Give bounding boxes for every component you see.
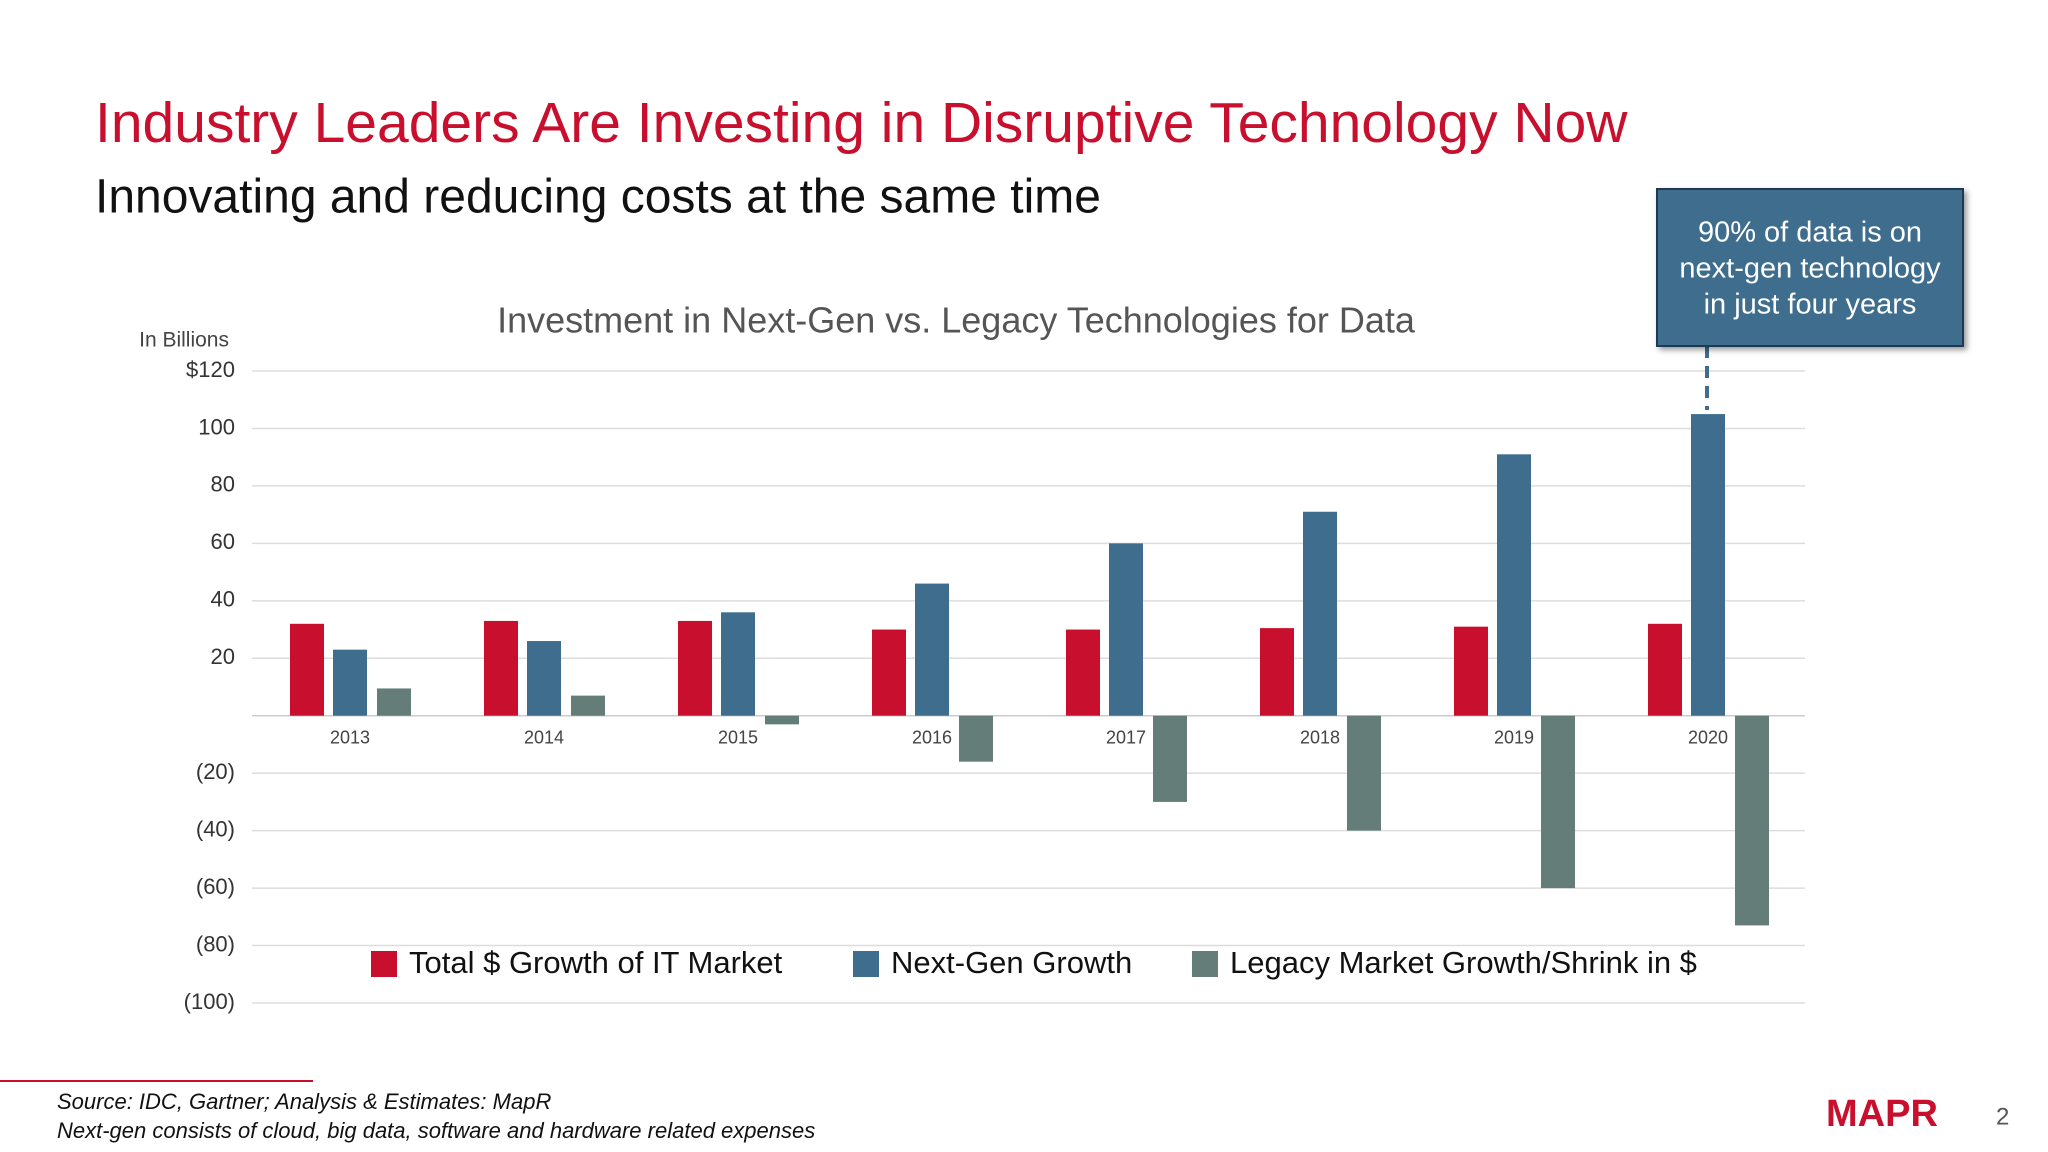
bar — [1648, 623, 1682, 716]
y-tick-label: 80 — [211, 472, 235, 497]
legend-label: Legacy Market Growth/Shrink in $ — [1230, 945, 1697, 980]
bar — [377, 688, 411, 716]
x-tick-label: 2016 — [912, 727, 952, 747]
callout-text: in just four years — [1704, 289, 1917, 321]
page-number: 2 — [1996, 1103, 2009, 1130]
legend-swatch — [853, 951, 879, 977]
callout-text: 90% of data is on — [1698, 217, 1922, 249]
callout-box — [1656, 188, 1964, 347]
bar — [765, 715, 799, 725]
y-tick-label: (60) — [196, 874, 235, 899]
bar — [290, 623, 324, 716]
bar — [1153, 715, 1187, 802]
x-tick-label: 2019 — [1494, 727, 1534, 747]
bar — [484, 620, 518, 716]
x-tick-label: 2013 — [330, 727, 370, 747]
bar — [721, 612, 755, 716]
bar — [1066, 629, 1100, 716]
y-tick-label: (100) — [184, 989, 235, 1014]
y-tick-label: $120 — [186, 357, 235, 382]
bar — [1497, 454, 1531, 716]
bar — [1691, 414, 1725, 716]
y-tick-label: (20) — [196, 759, 235, 784]
bar — [1303, 511, 1337, 716]
x-tick-label: 2018 — [1300, 727, 1340, 747]
bar — [959, 715, 993, 762]
bar — [872, 629, 906, 716]
y-tick-label: (80) — [196, 931, 235, 956]
y-tick-label: 40 — [211, 587, 235, 612]
x-tick-label: 2015 — [718, 727, 758, 747]
bar — [1260, 628, 1294, 716]
legend-swatch — [1192, 951, 1218, 977]
bar — [1454, 626, 1488, 716]
legend-label: Total $ Growth of IT Market — [409, 945, 783, 980]
callout-text: next-gen technology — [1679, 253, 1941, 285]
x-tick-label: 2014 — [524, 727, 564, 747]
y-tick-label: 60 — [211, 529, 235, 554]
y-axis-label: In Billions — [139, 329, 229, 352]
y-tick-label: 20 — [211, 644, 235, 669]
legend-label: Next-Gen Growth — [891, 945, 1132, 980]
slide-title: Industry Leaders Are Investing in Disrup… — [95, 91, 1628, 155]
x-tick-label: 2020 — [1688, 727, 1728, 747]
y-tick-label: 100 — [198, 414, 235, 439]
bar — [1347, 715, 1381, 831]
bar — [333, 649, 367, 716]
bar — [1735, 715, 1769, 926]
x-tick-label: 2017 — [1106, 727, 1146, 747]
footnote: Next-gen consists of cloud, big data, so… — [57, 1118, 815, 1143]
bar — [915, 583, 949, 716]
legend-swatch — [371, 951, 397, 977]
chart-title: Investment in Next-Gen vs. Legacy Techno… — [497, 300, 1416, 341]
footnote: Source: IDC, Gartner; Analysis & Estimat… — [57, 1089, 551, 1114]
bar — [527, 641, 561, 716]
bar — [678, 620, 712, 716]
plot: $120 100 80 60 40 20 (20) (40) (60) (80) (100) 2013… — [184, 357, 1805, 1014]
slide-subtitle: Innovating and reducing costs at the sam… — [95, 171, 1101, 224]
bar — [1109, 543, 1143, 716]
bar — [571, 695, 605, 716]
y-tick-label: (40) — [196, 816, 235, 841]
bar — [1541, 715, 1575, 889]
logo: MAPR — [1826, 1093, 1938, 1135]
